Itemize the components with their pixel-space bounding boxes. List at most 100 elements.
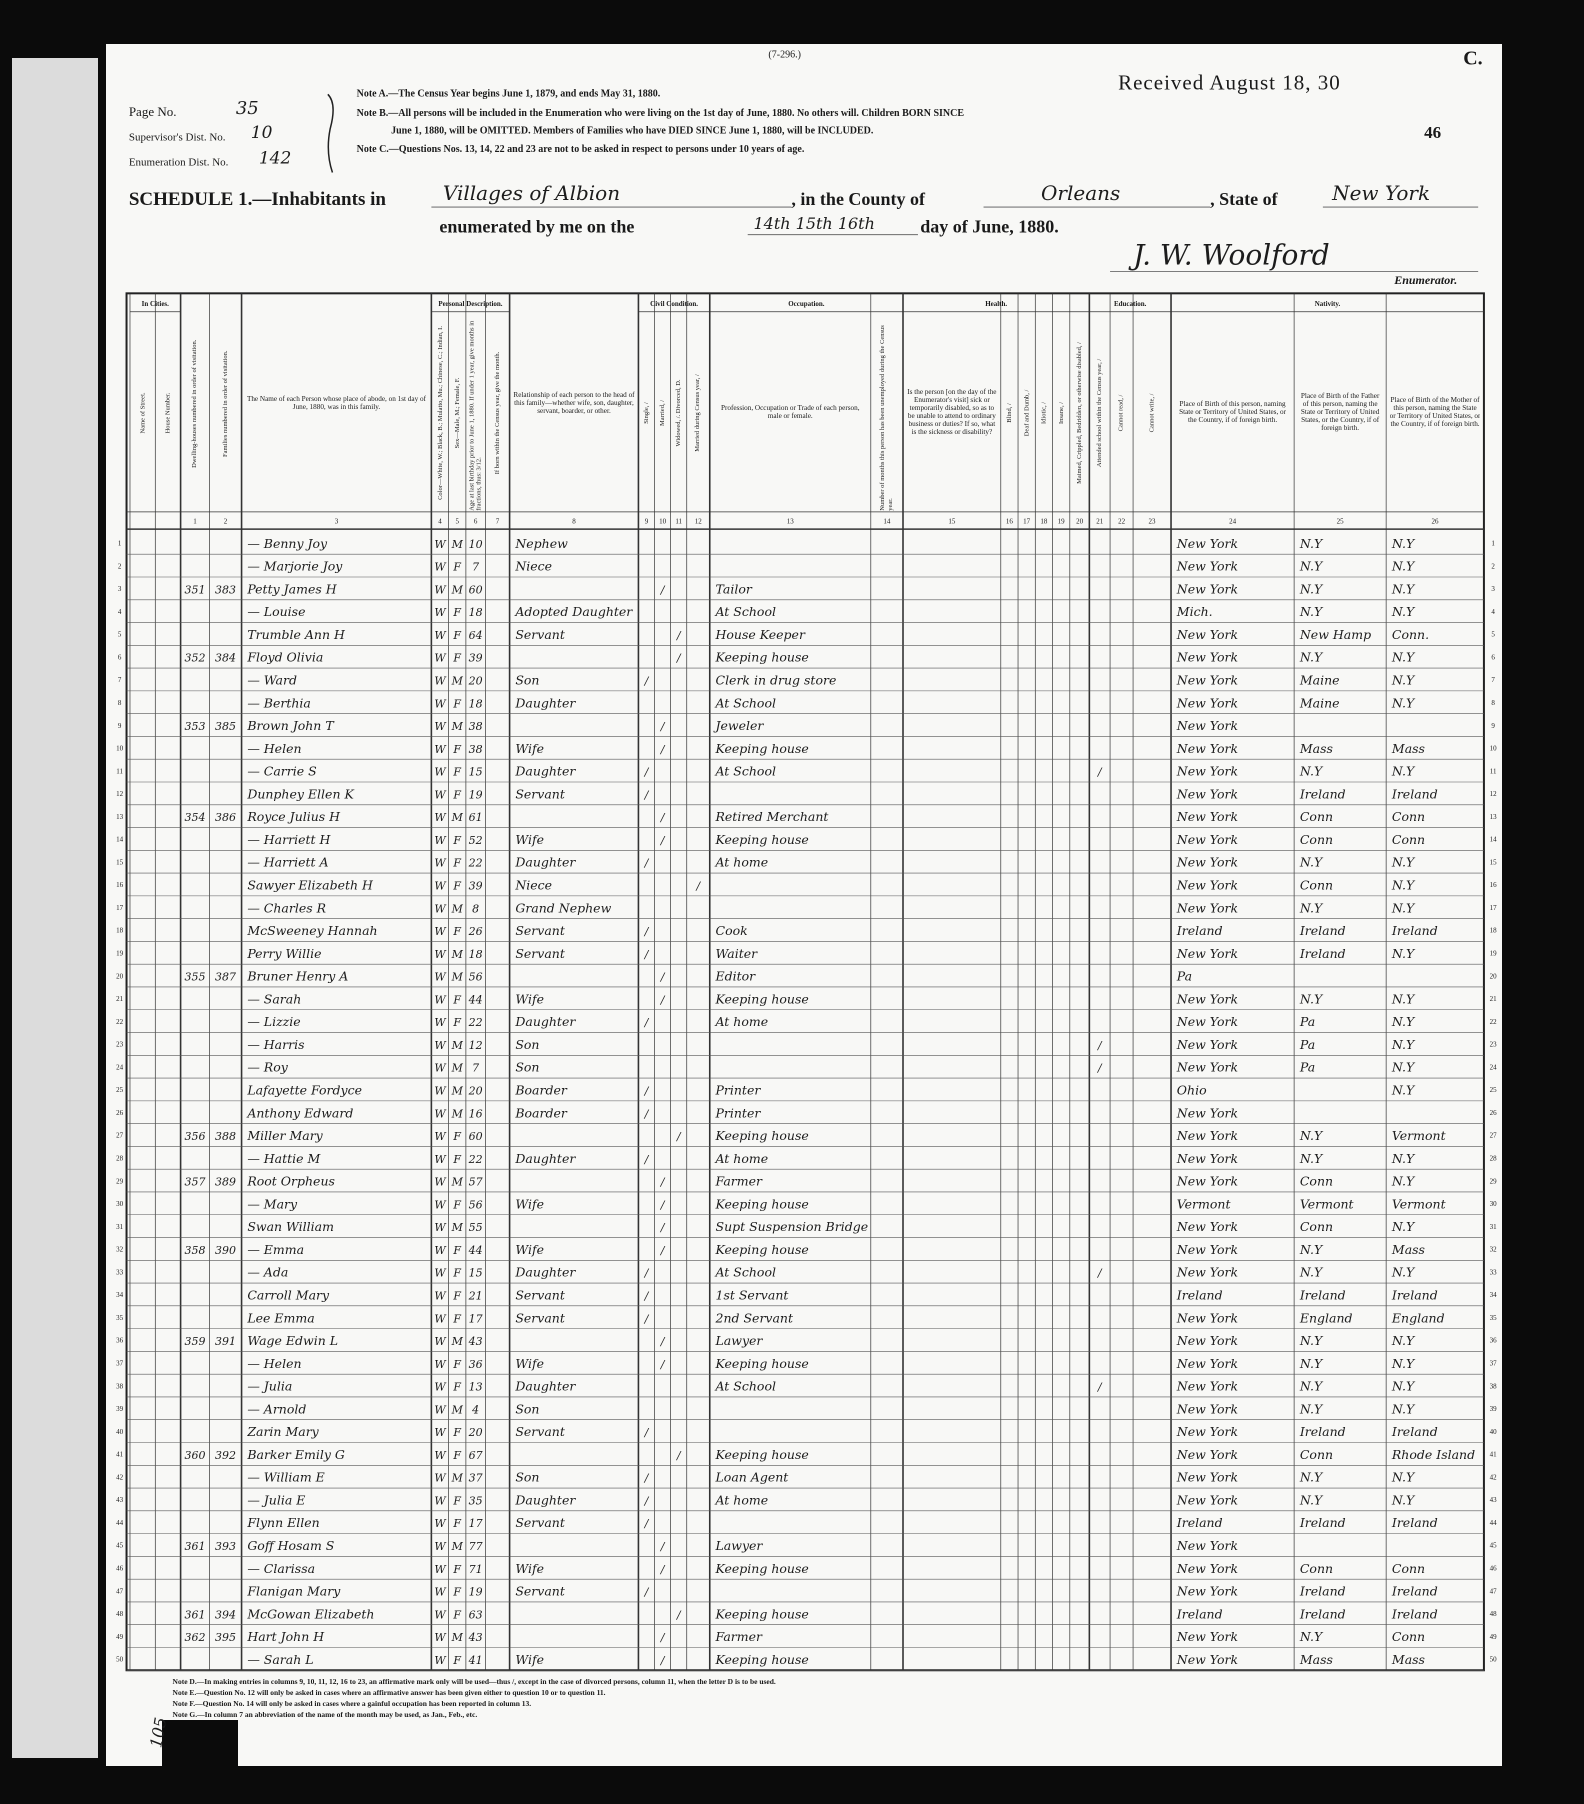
- line-number: 48: [1490, 1610, 1498, 1618]
- line-number: 14: [1490, 836, 1498, 844]
- line-number: 39: [116, 1405, 124, 1413]
- cell-father: Ireland: [1299, 1515, 1346, 1530]
- cell-color: W: [434, 606, 447, 619]
- cell-mother: Conn: [1392, 1561, 1425, 1576]
- cell-mother: Mass: [1391, 1242, 1425, 1257]
- cell-occupation: Farmer: [715, 1629, 764, 1644]
- column-number: 25: [1337, 517, 1345, 525]
- column-header: Number of months this person has been un…: [880, 325, 894, 511]
- cell-name: McGowan Elizabeth: [246, 1606, 374, 1621]
- cell-single: /: [644, 925, 650, 938]
- county-label: , in the County of: [791, 189, 926, 209]
- cell-birth: New York: [1176, 1105, 1238, 1120]
- line-number: 1: [1491, 540, 1495, 548]
- cell-mother: Ireland: [1391, 1424, 1438, 1439]
- line-number: 14: [116, 836, 124, 844]
- cell-name: — Helen: [247, 1356, 301, 1371]
- cell-dwelling: 352: [184, 652, 205, 665]
- cell-sex: F: [452, 1130, 461, 1143]
- cell-married: /: [660, 1358, 666, 1371]
- cell-single: /: [644, 1016, 650, 1029]
- cell-occupation: Clerk in drug store: [716, 673, 837, 688]
- cell-married: /: [660, 1176, 666, 1189]
- cell-age: 43: [468, 1335, 483, 1348]
- cell-age: 10: [469, 538, 483, 551]
- cell-birth: New York: [1176, 559, 1238, 574]
- cell-relation: Daughter: [514, 764, 576, 779]
- line-number: 27: [1490, 1132, 1498, 1140]
- column-header-text: Color—White, W.; Black, B.; Mulatto, Mu.…: [436, 326, 444, 500]
- cell-mother: N.Y: [1391, 581, 1416, 596]
- cell-occupation: Lawyer: [715, 1538, 764, 1553]
- cell-sex: F: [452, 1449, 461, 1462]
- cell-single: /: [644, 1472, 650, 1485]
- line-number: 4: [1491, 608, 1495, 616]
- column-number: 1: [193, 517, 197, 525]
- line-number: 26: [1490, 1109, 1498, 1117]
- line-number: 15: [1490, 858, 1498, 866]
- cell-father: N.Y: [1299, 1151, 1324, 1166]
- state-label: , State of: [1210, 189, 1278, 209]
- cell-color: W: [434, 948, 447, 961]
- cell-father: N.Y: [1299, 1128, 1324, 1143]
- cell-age: 20: [468, 1084, 483, 1097]
- cell-father: N.Y: [1299, 559, 1324, 574]
- supervisor-label: Supervisor's Dist. No.: [129, 131, 226, 143]
- column-number: 19: [1058, 517, 1066, 525]
- cell-sex: M: [451, 1176, 464, 1189]
- column-header-text: Single, /: [642, 402, 650, 424]
- column-number: 26: [1432, 517, 1440, 525]
- cell-sex: F: [452, 1586, 461, 1599]
- column-header-text: Place of Birth of this person, naming St…: [1179, 399, 1287, 424]
- cell-sex: M: [451, 1039, 464, 1052]
- cell-mother: Conn.: [1392, 627, 1429, 642]
- cell-single: /: [644, 1289, 650, 1302]
- cell-family: 393: [215, 1540, 236, 1553]
- cell-age: 52: [469, 834, 483, 847]
- column-header-text: The Name of each Person whose place of a…: [246, 394, 426, 411]
- column-header: Place of Birth of the Mother of this per…: [1390, 396, 1481, 428]
- cell-sex: F: [452, 788, 461, 801]
- cell-birth: New York: [1176, 581, 1238, 596]
- cell-mother: N.Y: [1391, 1174, 1416, 1189]
- footnote: Note G.—In column 7 an abbreviation of t…: [173, 1710, 478, 1719]
- cell-name: Anthony Edward: [246, 1105, 353, 1120]
- cell-color: W: [434, 1016, 447, 1029]
- line-number: 35: [116, 1314, 124, 1322]
- cell-mother: Ireland: [1391, 786, 1438, 801]
- cell-birth: New York: [1176, 1174, 1238, 1189]
- cell-school: /: [1097, 1381, 1103, 1394]
- line-number: 36: [116, 1337, 124, 1345]
- column-header: Name of Street.: [139, 392, 146, 433]
- column-number: 5: [456, 517, 460, 525]
- cell-married: /: [660, 1654, 666, 1667]
- cell-sex: F: [452, 879, 461, 892]
- cell-sex: F: [452, 1563, 461, 1576]
- cell-birth: Ohio: [1177, 1082, 1207, 1097]
- cell-single: /: [644, 675, 650, 688]
- cell-color: W: [434, 857, 447, 870]
- cell-married: /: [660, 1221, 666, 1234]
- cell-relation: Wife: [515, 741, 544, 756]
- cell-occupation: Printer: [715, 1082, 762, 1097]
- cell-age: 22: [468, 857, 483, 870]
- cell-school: /: [1097, 1062, 1103, 1075]
- cell-occupation: House Keeper: [715, 627, 806, 642]
- cell-father: Ireland: [1299, 1584, 1346, 1599]
- cell-mother: Conn: [1392, 1629, 1425, 1644]
- cell-occupation: Lawyer: [715, 1333, 764, 1348]
- cell-birth: New York: [1176, 1219, 1238, 1234]
- cell-single: /: [644, 1267, 650, 1280]
- column-header: Sex—Male, M.; Female, F.: [454, 378, 461, 449]
- line-number: 33: [1490, 1268, 1498, 1276]
- line-number: 47: [116, 1587, 124, 1595]
- column-header-text: Age at last birthday prior to June 1, 18…: [468, 320, 483, 511]
- line-number: 10: [1490, 745, 1498, 753]
- cell-relation: Boarder: [514, 1082, 568, 1097]
- column-header: Single, /: [642, 402, 650, 424]
- cell-name: Wage Edwin L: [247, 1333, 338, 1348]
- cell-birth: New York: [1176, 673, 1238, 688]
- cell-relation: Servant: [515, 1310, 566, 1325]
- line-number: 3: [1491, 585, 1495, 593]
- cell-occupation: Keeping house: [715, 1652, 809, 1667]
